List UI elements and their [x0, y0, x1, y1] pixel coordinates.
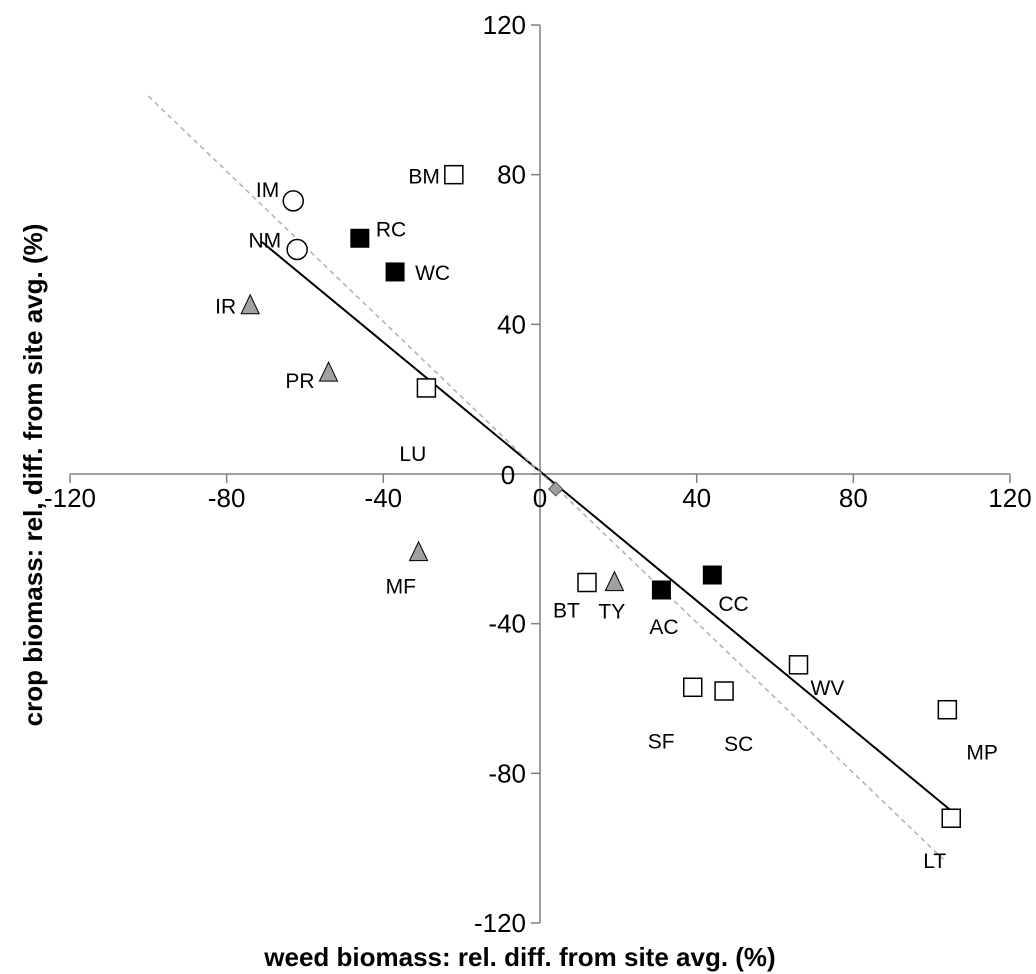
- point-wv: [788, 655, 809, 675]
- point-mf: [408, 540, 429, 562]
- x-tick-label: 40: [682, 483, 711, 513]
- y-tick-label: -120: [474, 908, 526, 938]
- point-sc: [714, 681, 734, 701]
- x-tick-label: -120: [44, 483, 96, 513]
- y-tick-label: 120: [483, 10, 526, 40]
- point-origin: [547, 481, 564, 497]
- regression-line: [261, 241, 952, 812]
- point-bm: [444, 164, 464, 185]
- point-label-sc: SC: [724, 733, 753, 756]
- x-tick-label: -40: [365, 483, 403, 513]
- point-lu: [416, 378, 437, 398]
- point-label-bt: BT: [553, 600, 580, 623]
- y-tick-label: 0: [501, 460, 515, 490]
- point-labels: IM NM BM RC WC IR PR LU MF BT TY AC CC SF SC WV MP LT: [215, 166, 998, 874]
- point-cc: [702, 565, 722, 585]
- point-label-nm: NM: [248, 230, 281, 253]
- point-label-pr: PR: [285, 370, 314, 393]
- reference-line-dashed: [147, 95, 944, 860]
- point-wc: [385, 262, 405, 282]
- trend-lines: [147, 95, 952, 860]
- point-label-im: IM: [256, 179, 279, 202]
- y-tick-label: 80: [497, 160, 526, 190]
- point-nm: [286, 238, 308, 261]
- point-label-ac: AC: [649, 616, 678, 639]
- point-label-wc: WC: [415, 262, 450, 285]
- point-label-lt: LT: [923, 850, 946, 873]
- point-label-bm: BM: [408, 166, 440, 189]
- point-label-cc: CC: [718, 593, 748, 616]
- data-points: [240, 164, 961, 828]
- point-label-lu: LU: [399, 443, 426, 466]
- x-tick-label: 80: [839, 483, 868, 513]
- x-tick-label: 0: [533, 483, 547, 513]
- point-label-ir: IR: [215, 296, 236, 319]
- x-axis-title: weed biomass: rel. diff. from site avg. …: [263, 942, 775, 972]
- point-label-mf: MF: [386, 576, 416, 599]
- x-tick-label: 120: [988, 483, 1031, 513]
- point-lt: [941, 808, 961, 828]
- point-label-rc: RC: [376, 218, 406, 241]
- point-pr: [318, 361, 339, 382]
- y-axis-title: crop biomass: rel, diff. from site avg. …: [18, 224, 48, 727]
- point-label-mp: MP: [966, 742, 998, 765]
- point-label-wv: WV: [811, 677, 845, 700]
- point-label-sf: SF: [648, 730, 675, 753]
- point-bt: [577, 572, 597, 593]
- point-im: [282, 190, 304, 212]
- point-label-ty: TY: [598, 601, 625, 624]
- point-ty: [604, 570, 625, 592]
- point-ir: [240, 293, 260, 315]
- point-sf: [683, 677, 703, 698]
- point-rc: [350, 228, 370, 248]
- point-ac: [651, 580, 671, 600]
- y-tick-label: 40: [497, 309, 526, 339]
- x-tick-label: -80: [208, 483, 246, 513]
- axes: -120 -80 -40 0 40 80 120 -120 -80 -40 40 80 120 0: [44, 10, 1032, 938]
- y-tick-label: -40: [488, 609, 526, 639]
- point-mp: [937, 699, 958, 720]
- y-tick-label: -80: [488, 758, 526, 788]
